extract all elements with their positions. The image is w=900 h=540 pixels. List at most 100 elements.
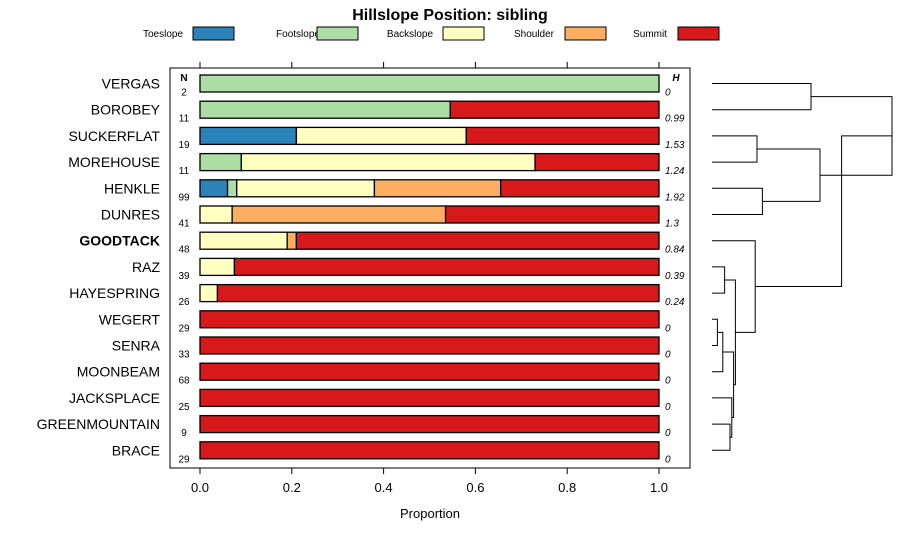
bar-segment xyxy=(226,179,238,198)
n-value: 25 xyxy=(178,402,190,413)
dendrogram-branch xyxy=(712,83,812,111)
legend-label: Backslope xyxy=(387,29,434,40)
bar-segment xyxy=(444,205,660,224)
bar-segment xyxy=(236,179,376,198)
n-value: 19 xyxy=(178,140,190,151)
bar-segment xyxy=(199,100,451,119)
category-label: GOODTACK xyxy=(79,233,160,249)
legend-label: Summit xyxy=(633,29,667,40)
bar-segment xyxy=(233,257,660,277)
legend-label: Footslope xyxy=(276,29,320,40)
dendrogram-branch xyxy=(712,318,718,346)
bar-segment xyxy=(199,231,288,250)
bar-segment xyxy=(199,441,660,460)
h-value: 0.99 xyxy=(665,114,685,125)
category-label: GREENMOUNTAIN xyxy=(37,416,160,432)
h-value: 0 xyxy=(665,402,671,413)
category-label: SENRA xyxy=(112,338,161,354)
bar-segment xyxy=(199,205,233,224)
bar-segment xyxy=(199,126,298,146)
category-label: BRACE xyxy=(112,442,160,458)
dendrogram-branch xyxy=(755,135,892,288)
dendrogram xyxy=(712,83,893,451)
bar-segment xyxy=(465,126,660,146)
legend-swatch xyxy=(442,26,485,41)
bar-segment xyxy=(286,231,298,250)
n-value: 29 xyxy=(178,454,190,465)
h-value: 1.24 xyxy=(665,166,685,177)
h-value: 0.24 xyxy=(665,297,685,308)
n-value: 29 xyxy=(178,323,190,334)
h-value: 0 xyxy=(665,428,671,439)
legend-swatch xyxy=(564,26,607,41)
n-value: 11 xyxy=(179,114,190,125)
n-value: 33 xyxy=(178,350,190,361)
h-value: 0 xyxy=(665,454,671,465)
bar-segment xyxy=(199,336,660,355)
dendrogram-branch xyxy=(712,240,756,333)
bar-segment xyxy=(199,179,229,198)
h-value: 0 xyxy=(665,376,671,387)
n-value: 2 xyxy=(181,88,187,99)
x-tick-label: 0.6 xyxy=(466,480,484,495)
bars: VERGAS 2 0 BOROBEY 11 0.99 SUCKERFLAT 19 1.53 MOR… xyxy=(37,73,685,465)
n-value: 41 xyxy=(178,219,190,230)
bar-segment xyxy=(373,179,502,198)
h-value: 0 xyxy=(665,88,671,99)
category-label: SUCKERFLAT xyxy=(68,128,160,144)
dendrogram-branch xyxy=(712,397,733,438)
n-value: 11 xyxy=(179,166,190,177)
plot-frame xyxy=(169,67,691,469)
bar-segment xyxy=(199,414,660,434)
x-tick-label: 0.4 xyxy=(375,480,393,495)
legend-swatch xyxy=(677,26,720,41)
bar-segment xyxy=(199,257,236,277)
n-value: 26 xyxy=(178,297,190,308)
category-label: VERGAS xyxy=(102,76,160,92)
x-axis-title: Proportion xyxy=(400,506,460,521)
x-tick-label: 1.0 xyxy=(650,480,668,495)
bar-segment xyxy=(199,74,660,93)
n-value: 99 xyxy=(178,192,190,203)
dendrogram-branch xyxy=(712,266,726,294)
category-label: HENKLE xyxy=(104,180,160,196)
chart-title: Hillslope Position: sibling xyxy=(352,7,548,24)
bar-segment xyxy=(199,310,660,329)
bar-segment xyxy=(216,283,660,303)
category-label: RAZ xyxy=(132,259,160,275)
category-label: BOROBEY xyxy=(91,102,161,118)
bar-segment xyxy=(295,231,660,250)
bar-segment xyxy=(199,362,660,381)
legend: Toeslope Footslope Backslope Shoulder Summit xyxy=(143,26,720,41)
dendrogram-branch xyxy=(712,423,731,451)
h-value: 1.3 xyxy=(665,219,679,230)
bar-segment xyxy=(199,283,219,303)
h-value: 0 xyxy=(665,350,671,361)
bar-segment xyxy=(449,100,660,119)
bar-segment xyxy=(499,179,660,198)
x-tick-label: 0.0 xyxy=(191,480,209,495)
dendrogram-branch xyxy=(712,187,763,215)
category-label: MOREHOUSE xyxy=(68,154,160,170)
category-label: JACKSPLACE xyxy=(69,390,160,406)
h-value: 0.39 xyxy=(665,271,685,282)
x-tick-label: 0.8 xyxy=(558,480,576,495)
n-value: 68 xyxy=(178,376,190,387)
category-label: HAYESPRING xyxy=(69,285,160,301)
bar-segment xyxy=(295,126,467,146)
bar-segment xyxy=(199,388,660,408)
bar-segment xyxy=(240,152,536,172)
dendrogram-branch xyxy=(712,135,758,163)
dendrogram-branch xyxy=(757,148,821,202)
n-value: 48 xyxy=(178,245,190,256)
legend-label: Shoulder xyxy=(514,29,555,40)
h-header: H xyxy=(672,73,680,84)
legend-label: Toeslope xyxy=(143,29,183,40)
category-label: DUNRES xyxy=(101,207,160,223)
h-value: 0 xyxy=(665,323,671,334)
bar-segment xyxy=(231,205,447,224)
bar-segment xyxy=(534,152,660,172)
x-tick-label: 0.2 xyxy=(283,480,301,495)
x-axis: 0.0 0.2 0.4 0.6 0.8 1.0 xyxy=(191,62,668,495)
